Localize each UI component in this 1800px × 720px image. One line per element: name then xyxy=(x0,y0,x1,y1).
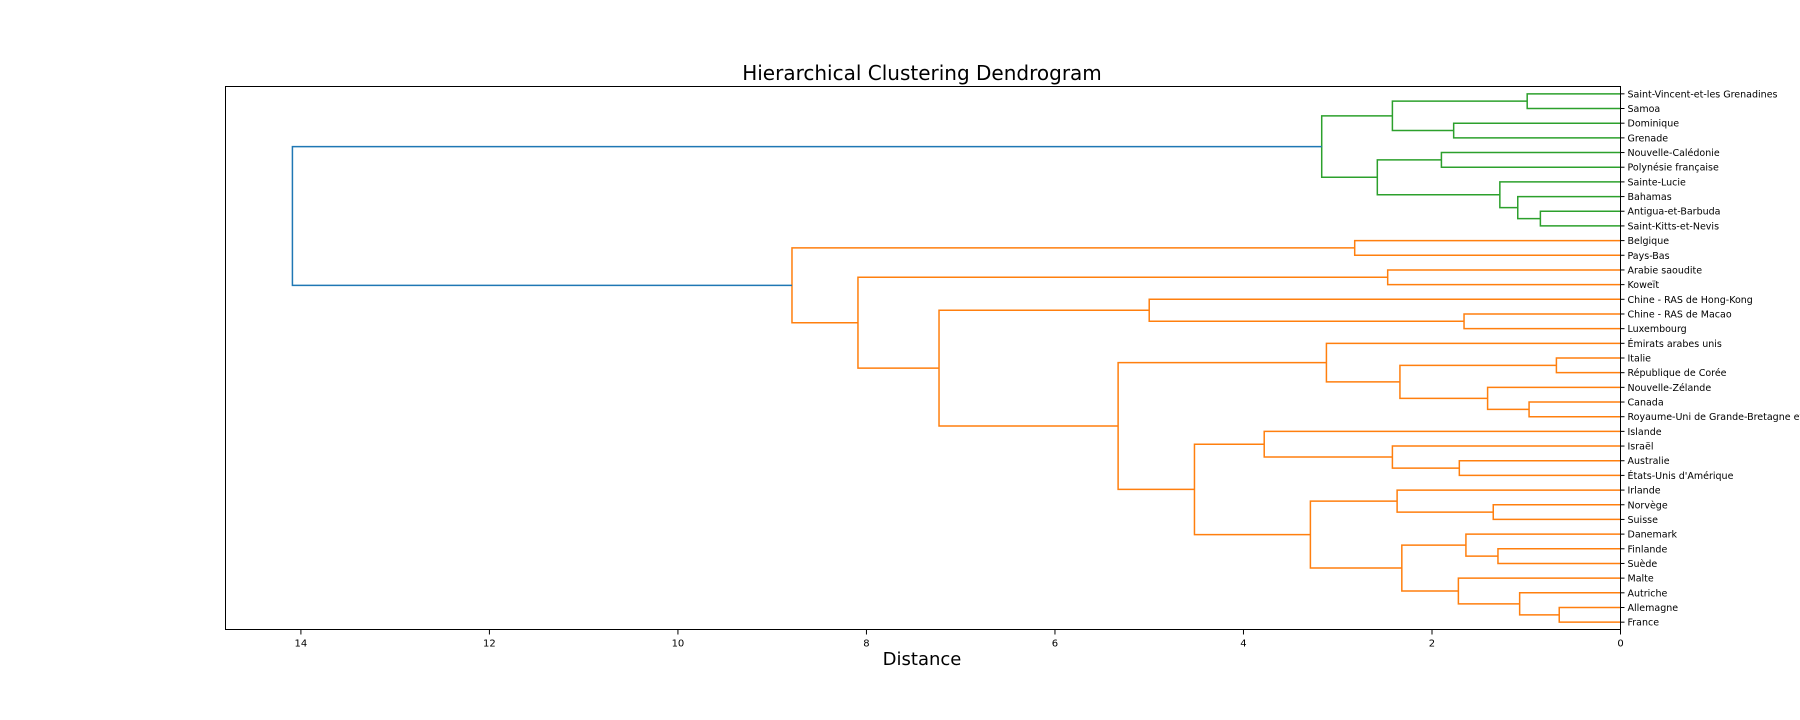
leaf-labels: Saint-Vincent-et-les Grenadines Samoa Domi… xyxy=(1620,89,1800,629)
dendrogram-link xyxy=(1526,93,1621,110)
leaf-label: Finlande xyxy=(1628,544,1668,555)
leaf-label: Luxembourg xyxy=(1628,324,1687,335)
leaf-label: États-Unis d'Amérique xyxy=(1628,470,1734,482)
dendrogram-link xyxy=(1457,577,1621,605)
leaf-label: Dominique xyxy=(1628,119,1680,130)
dendrogram-link xyxy=(1117,361,1327,491)
dendrogram-link xyxy=(1401,544,1466,592)
dendrogram-link xyxy=(1492,504,1621,521)
dendrogram-link xyxy=(1391,445,1621,469)
leaf-label: Chine - RAS de Hong-Kong xyxy=(1628,295,1753,306)
dendrogram-link xyxy=(1555,357,1621,374)
leaf-label: Grenade xyxy=(1628,133,1669,144)
leaf-label: Norvège xyxy=(1628,500,1668,511)
dendrogram-link xyxy=(1309,500,1402,569)
leaf-label: Allemagne xyxy=(1628,603,1679,614)
leaf-label: Chine - RAS de Macao xyxy=(1628,309,1732,320)
leaf-label: Malte xyxy=(1628,574,1654,585)
x-tick-label: 2 xyxy=(1429,639,1435,650)
leaf-label: Islande xyxy=(1628,427,1662,438)
dendrogram-link xyxy=(1386,269,1621,286)
leaf-label: Saint-Kitts-et-Nevis xyxy=(1628,221,1720,232)
dendrogram-link xyxy=(1452,122,1621,139)
leaf-label: Koweït xyxy=(1628,280,1660,291)
dendrogram-link xyxy=(1353,239,1621,257)
leaf-label: République de Corée xyxy=(1628,368,1727,379)
x-tick-label: 14 xyxy=(295,639,308,650)
dendrogram-link xyxy=(1440,151,1621,168)
dendrogram-link xyxy=(1497,548,1621,565)
dendrogram-link xyxy=(1465,533,1621,557)
leaf-label: Nouvelle-Calédonie xyxy=(1628,148,1720,159)
dendrogram-link xyxy=(1320,115,1393,179)
x-tick-label: 10 xyxy=(672,639,685,650)
leaf-label: Arabie saoudite xyxy=(1628,265,1703,276)
dendrogram-link xyxy=(291,145,1322,287)
x-tick-label: 12 xyxy=(483,639,496,650)
leaf-label: Samoa xyxy=(1628,104,1661,115)
dendrogram-link xyxy=(1458,459,1621,477)
dendrogram-link xyxy=(1558,606,1621,623)
leaf-label: Suède xyxy=(1628,559,1658,570)
dendrogram-link xyxy=(1517,195,1621,220)
dendrogram-link xyxy=(1528,401,1621,418)
x-tick-label: 8 xyxy=(863,639,869,650)
dendrogram-links xyxy=(291,93,1621,623)
dendrogram-link xyxy=(1539,210,1621,227)
x-axis-ticks: 14 12 10 8 6 4 2 0 xyxy=(295,629,1624,650)
dendrogram-link xyxy=(857,276,1388,369)
dendrogram-link xyxy=(1518,592,1621,616)
leaf-label: Belgique xyxy=(1628,236,1670,247)
leaf-label: Polynésie française xyxy=(1628,163,1720,174)
leaf-label: Nouvelle-Zélande xyxy=(1628,383,1712,394)
x-tick-label: 4 xyxy=(1240,639,1246,650)
dendrogram-link xyxy=(1325,342,1621,383)
chart-title: Hierarchical Clustering Dendrogram xyxy=(742,61,1102,85)
leaf-label: Saint-Vincent-et-les Grenadines xyxy=(1628,89,1778,100)
dendrogram-link xyxy=(791,247,1355,324)
dendrogram-link xyxy=(1263,430,1621,458)
dendrogram-link xyxy=(1376,159,1500,196)
leaf-label: Antigua-et-Barbuda xyxy=(1628,207,1721,218)
dendrogram-link xyxy=(1391,100,1528,132)
leaf-label: Royaume-Uni de Grande-Bretagne et d xyxy=(1628,412,1800,423)
leaf-label: Israël xyxy=(1628,442,1654,453)
leaf-label: Pays-Bas xyxy=(1628,251,1670,262)
x-axis-label: Distance xyxy=(883,649,962,670)
leaf-label: Bahamas xyxy=(1628,192,1672,203)
x-tick-label: 6 xyxy=(1052,639,1058,650)
leaf-label: Australie xyxy=(1628,456,1670,467)
leaf-label: Irlande xyxy=(1628,486,1661,497)
leaf-label: Canada xyxy=(1628,398,1664,409)
dendrogram-link xyxy=(1148,298,1621,323)
x-tick-label: 0 xyxy=(1617,639,1623,650)
leaf-label: Suisse xyxy=(1628,515,1659,526)
leaf-label: Émirats arabes unis xyxy=(1628,338,1722,350)
leaf-label: Danemark xyxy=(1628,530,1678,541)
dendrogram-link xyxy=(1463,313,1621,330)
dendrogram-link xyxy=(1486,386,1621,411)
leaf-label: Sainte-Lucie xyxy=(1628,177,1687,188)
dendrogram-link xyxy=(1399,364,1557,400)
dendrogram-link xyxy=(1396,489,1621,513)
leaf-label: Italie xyxy=(1628,354,1652,365)
leaf-label: Autriche xyxy=(1628,588,1668,599)
plot-frame xyxy=(225,86,1621,630)
leaf-label: France xyxy=(1628,618,1660,629)
